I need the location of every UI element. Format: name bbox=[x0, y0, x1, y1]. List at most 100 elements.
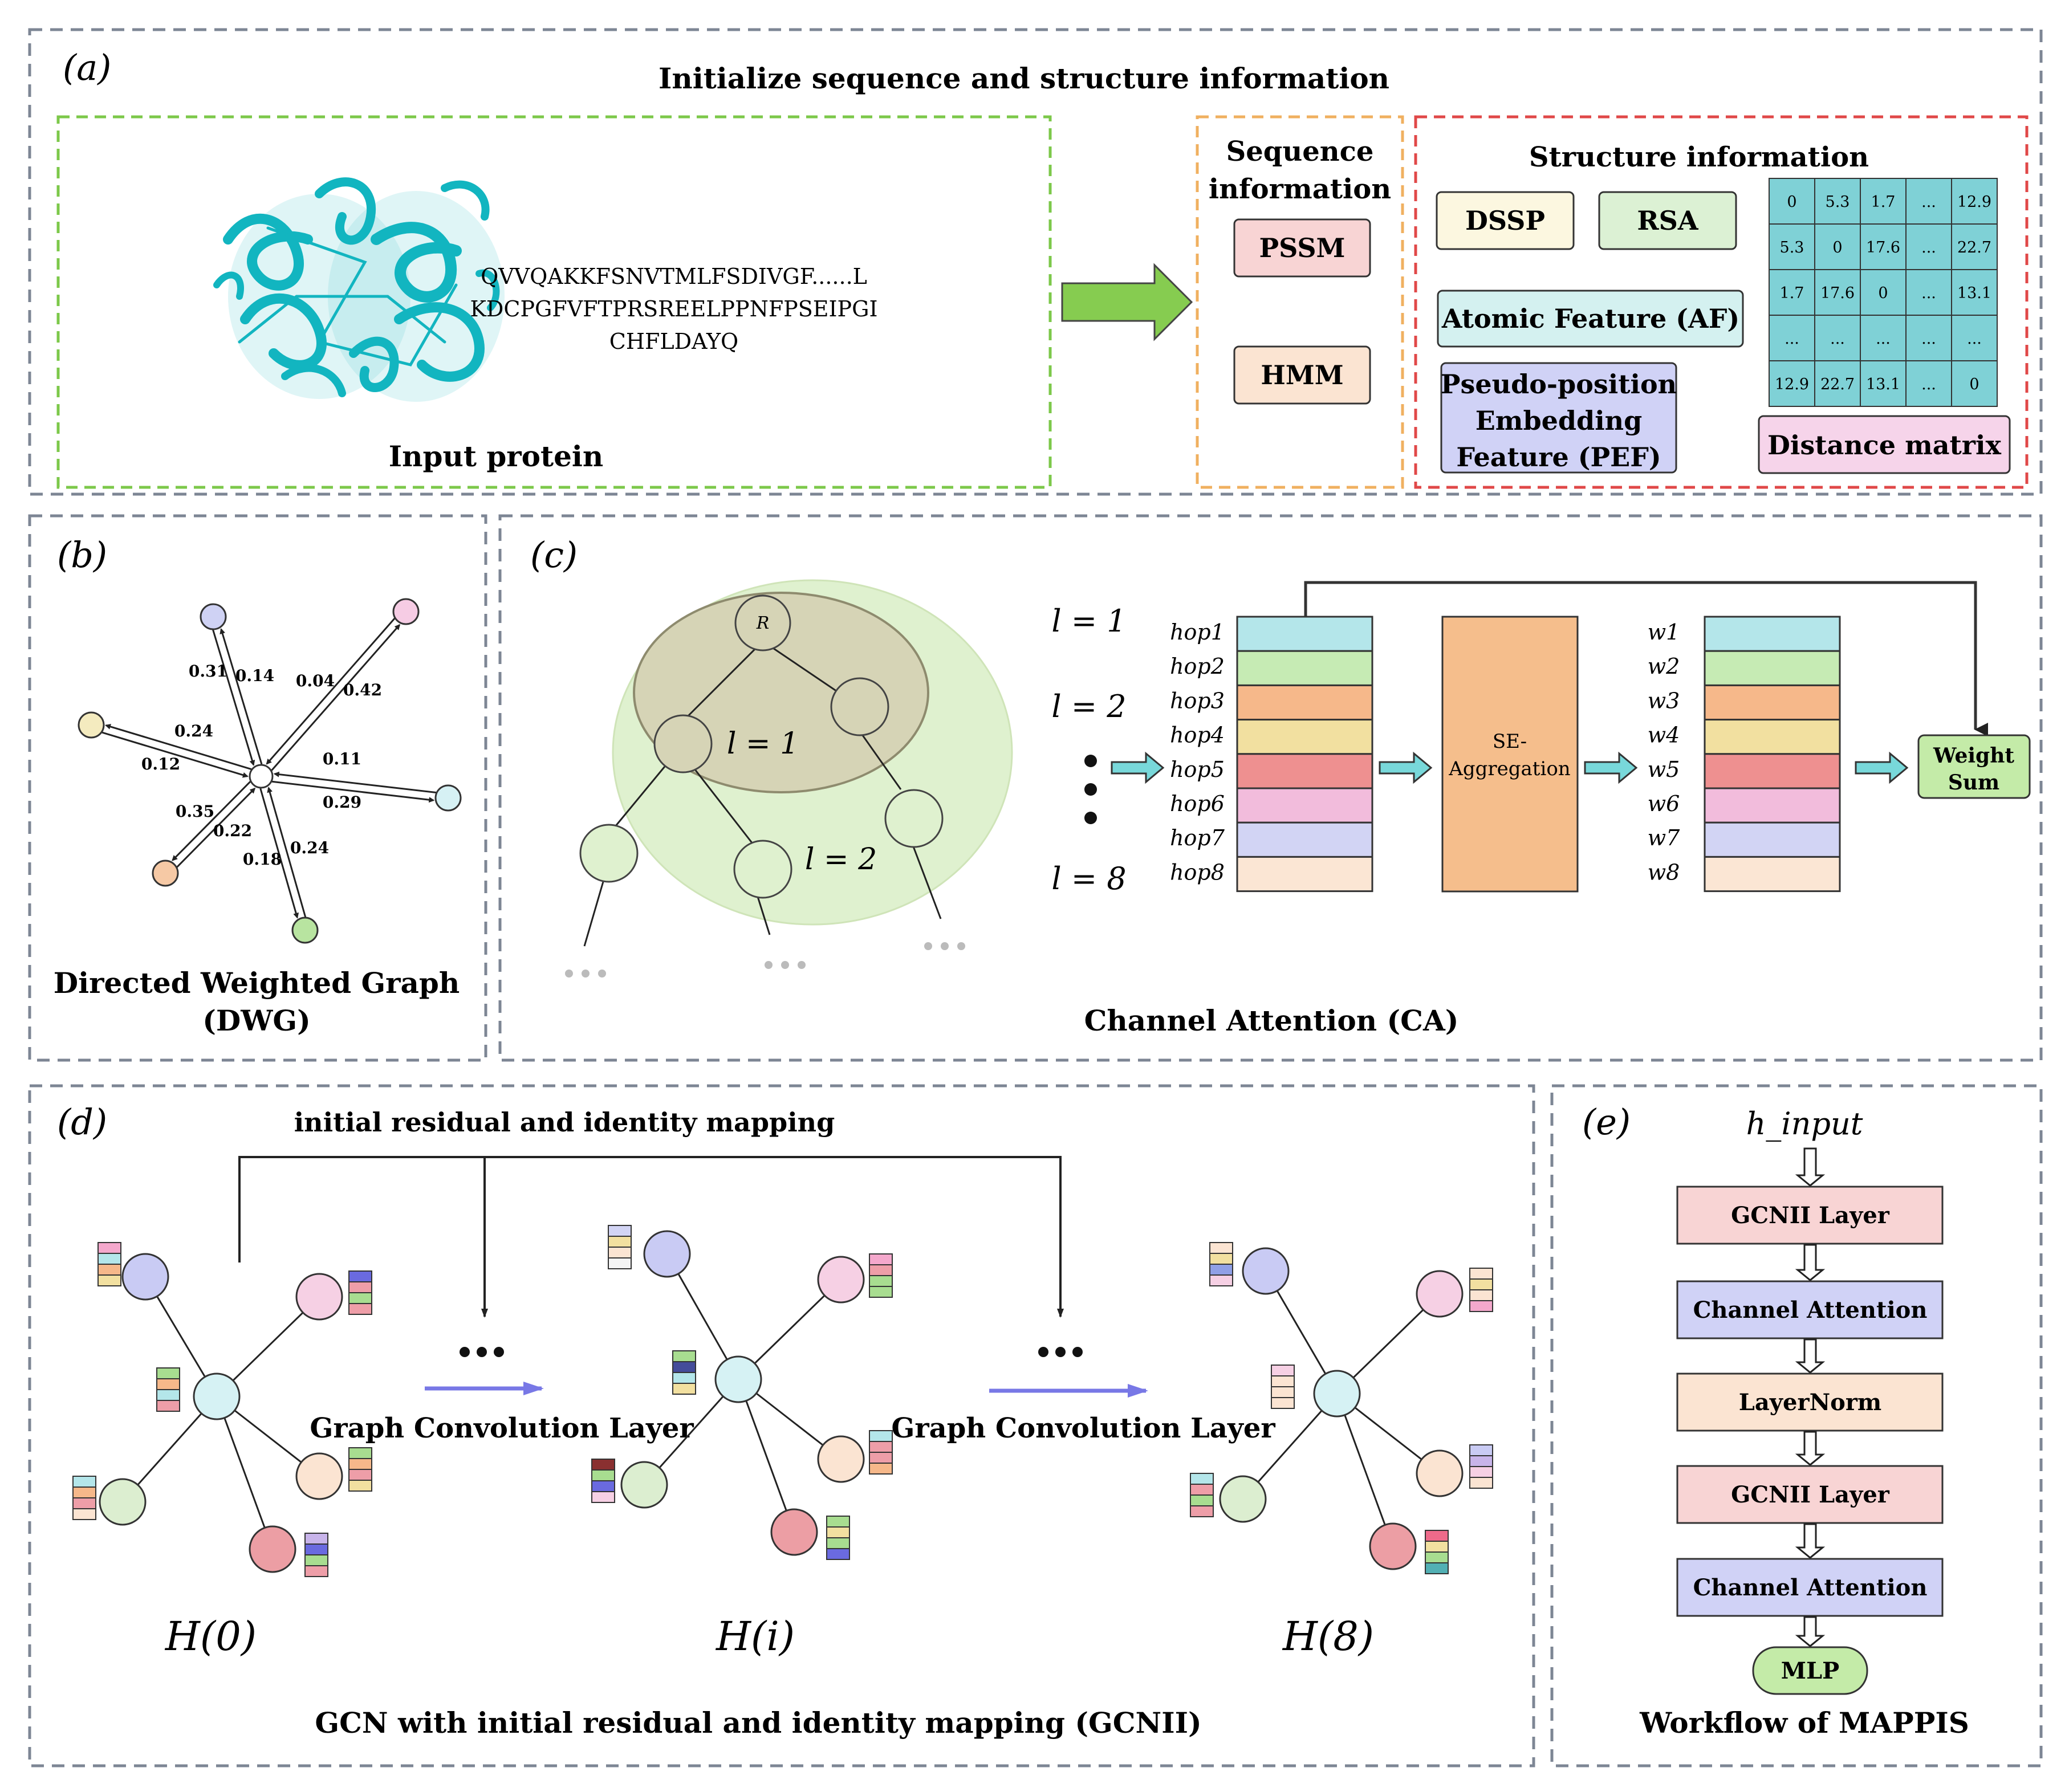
feature-vector-cell bbox=[591, 1480, 615, 1492]
pef-label-2: Embedding bbox=[1475, 405, 1643, 436]
down-arrow-icon bbox=[1795, 1431, 1826, 1466]
feature-vector-cell bbox=[1469, 1278, 1493, 1290]
feature-vector-cell bbox=[97, 1264, 121, 1276]
dssp-box bbox=[1436, 191, 1575, 250]
feature-vector-cell bbox=[869, 1253, 893, 1265]
feature-vector-cell bbox=[1209, 1253, 1233, 1265]
pssm-box bbox=[1233, 218, 1371, 278]
panel-a-title: Initialize sequence and structure inform… bbox=[658, 62, 1389, 95]
center-node bbox=[714, 1355, 762, 1403]
arrow-icon bbox=[1379, 751, 1433, 784]
workflow-step-box bbox=[1676, 1372, 1944, 1432]
matrix-cell bbox=[1951, 315, 1998, 361]
weighted-channel bbox=[1704, 753, 1841, 789]
edge-weight: 0.35 bbox=[176, 802, 214, 821]
cyan-arrows bbox=[1111, 751, 1909, 784]
feature-vector-cell bbox=[348, 1458, 372, 1470]
matrix-cell-value: 0 bbox=[1787, 193, 1796, 211]
matrix-cell bbox=[1951, 223, 1998, 270]
center-node bbox=[249, 764, 274, 789]
edge-weight: 0.29 bbox=[323, 793, 361, 812]
feature-vector-cell bbox=[826, 1537, 850, 1549]
matrix-cell-value: 0 bbox=[1969, 376, 1979, 393]
feature-vector-cell bbox=[672, 1350, 696, 1362]
ellipsis-icon bbox=[460, 1347, 1083, 1357]
graph-node bbox=[1416, 1270, 1464, 1318]
edge-weight: 0.24 bbox=[174, 722, 213, 740]
graph-conv-layer-label: Graph Convolution Layer bbox=[891, 1412, 1275, 1444]
directed-edge bbox=[101, 731, 249, 778]
weight-label: w2 bbox=[1648, 654, 1680, 679]
matrix-cell bbox=[1860, 315, 1907, 361]
gcn-graphs bbox=[72, 1225, 1493, 1577]
tree-node bbox=[733, 840, 792, 899]
feature-vector-cell bbox=[826, 1548, 850, 1560]
dwg-title-1: Directed Weighted Graph bbox=[54, 966, 460, 1000]
workflow-step-label: GCNII Layer bbox=[1731, 1481, 1890, 1508]
down-arrow-icon bbox=[1795, 1244, 1826, 1281]
directed-edge bbox=[172, 781, 251, 861]
edge-weight: 0.22 bbox=[213, 821, 252, 840]
directed-edge bbox=[259, 788, 299, 919]
graph-node bbox=[770, 1508, 818, 1556]
hop-label: hop4 bbox=[1170, 723, 1225, 748]
graph-node bbox=[295, 1273, 343, 1321]
graph-edge bbox=[216, 1396, 274, 1550]
hmm-box bbox=[1233, 345, 1371, 405]
hop-channel bbox=[1236, 650, 1373, 686]
feature-vector-cell bbox=[1271, 1375, 1295, 1387]
graph-node bbox=[392, 598, 420, 625]
matrix-cell-value: ... bbox=[1921, 330, 1936, 348]
edge-weight: 0.11 bbox=[323, 750, 361, 768]
feature-vector-cell bbox=[869, 1452, 893, 1464]
panel-c: (c) R l = 1 l = 2 l = 1 l = 2 bbox=[498, 514, 2043, 1062]
weighted-stack: w1 w2 w3 w4 w5 w6 w7 w8 bbox=[1648, 616, 1841, 893]
matrix-cell bbox=[1814, 178, 1861, 225]
weight-label: w7 bbox=[1648, 825, 1681, 850]
graph-node bbox=[1369, 1522, 1417, 1570]
feature-vector-cell bbox=[1425, 1551, 1449, 1563]
feature-vector-cell bbox=[1190, 1484, 1214, 1496]
weight-label: w6 bbox=[1648, 791, 1680, 816]
sequence-info-title-2: information bbox=[1209, 173, 1391, 205]
weighted-channel bbox=[1704, 650, 1841, 686]
weighted-channel bbox=[1704, 684, 1841, 721]
feature-vector-cell bbox=[1190, 1473, 1214, 1485]
graph-node bbox=[99, 1478, 147, 1526]
graph-node bbox=[1219, 1475, 1267, 1523]
workflow-step-label: Channel Attention bbox=[1693, 1574, 1928, 1601]
graph-edge bbox=[1336, 1293, 1441, 1395]
workflow-step-box bbox=[1676, 1280, 1944, 1339]
edge-weight: 0.42 bbox=[343, 681, 382, 699]
graph-node bbox=[817, 1435, 865, 1483]
input-protein-label: Input protein bbox=[389, 439, 603, 473]
matrix-cell bbox=[1769, 360, 1815, 407]
flow-arrow-icon bbox=[1061, 263, 1193, 341]
graph-node bbox=[249, 1525, 296, 1573]
weight-label: w4 bbox=[1648, 723, 1680, 748]
ca-title: Channel Attention (CA) bbox=[1084, 1004, 1459, 1037]
matrix-cell bbox=[1769, 315, 1815, 361]
feature-vector-cell bbox=[348, 1480, 372, 1492]
graph-edge bbox=[1336, 1393, 1394, 1547]
matrix-cell-value: 1.7 bbox=[1780, 284, 1804, 302]
weight-sum-label-2: Sum bbox=[1948, 771, 1999, 795]
graph-node bbox=[152, 860, 179, 887]
feature-vector-cell bbox=[1271, 1386, 1295, 1398]
tree-l2-label: l = 2 bbox=[805, 842, 877, 877]
matrix-cell-value: 17.6 bbox=[1866, 239, 1900, 256]
edge-weight: 0.12 bbox=[141, 755, 180, 773]
matrix-cell bbox=[1814, 269, 1861, 316]
distance-matrix-label: Distance matrix bbox=[1767, 430, 2001, 461]
h8-label: H(8) bbox=[1282, 1613, 1374, 1660]
feature-vector-cell bbox=[1469, 1455, 1493, 1467]
matrix-cell-value: 22.7 bbox=[1957, 239, 1991, 256]
graph-node bbox=[1242, 1247, 1290, 1295]
matrix-cell bbox=[1905, 315, 1952, 361]
directed-edge bbox=[271, 780, 435, 803]
graph-node bbox=[643, 1230, 691, 1278]
matrix-cell bbox=[1951, 269, 1998, 316]
mlp-label: MLP bbox=[1781, 1657, 1839, 1684]
feature-vector-cell bbox=[869, 1430, 893, 1442]
weighted-channel bbox=[1704, 856, 1841, 893]
